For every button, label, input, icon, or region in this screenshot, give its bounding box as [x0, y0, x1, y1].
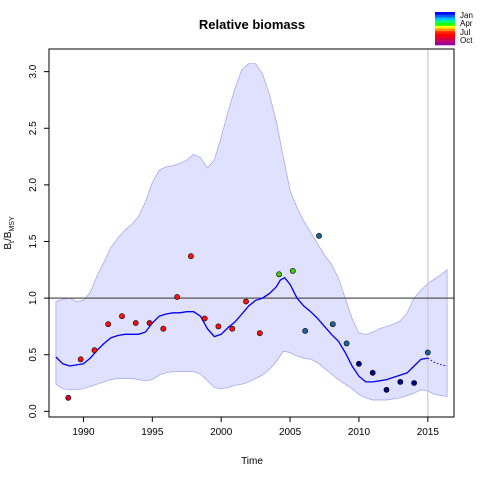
legend-color-swatch — [435, 28, 455, 32]
data-point — [132, 320, 139, 326]
confidence-band — [55, 63, 448, 401]
plot-area — [49, 49, 454, 417]
data-point — [369, 369, 376, 376]
y-tick-label: 0.0 — [28, 404, 39, 418]
data-point — [397, 378, 404, 385]
y-tick-label: 3.0 — [28, 64, 39, 78]
legend-color-swatch — [435, 31, 455, 35]
legend-label-jul: Jul — [460, 28, 470, 37]
data-point — [77, 356, 84, 363]
y-tick-label: 1.5 — [28, 234, 39, 248]
data-point — [243, 298, 249, 305]
data-point — [256, 330, 263, 337]
data-point — [355, 360, 362, 367]
data-point — [424, 349, 431, 356]
y-axis-label-b: B — [3, 243, 14, 250]
y-axis-label-sub-t: t — [9, 241, 16, 243]
y-tick-label: 2.0 — [28, 178, 39, 192]
legend-color-swatch — [435, 42, 455, 46]
data-point — [105, 321, 112, 328]
x-tick-label: 2005 — [279, 427, 302, 438]
data-point — [302, 327, 309, 334]
data-point — [201, 315, 208, 322]
data-point — [276, 271, 282, 278]
legend-label-jan: Jan — [460, 11, 473, 20]
x-axis-label: Time — [241, 456, 263, 467]
legend-color-swatch — [435, 39, 455, 43]
data-point — [316, 232, 322, 239]
y-axis-label: Bt/BMSY — [3, 216, 16, 250]
legend-color-swatch — [435, 17, 455, 21]
legend-color-swatch — [435, 14, 455, 18]
x-tick-label: 2015 — [417, 427, 440, 438]
data-point — [119, 313, 125, 320]
chart-title: Relative biomass — [199, 17, 305, 32]
data-point — [329, 321, 336, 328]
legend-color-swatch — [435, 12, 455, 16]
y-tick-label: 2.5 — [28, 121, 39, 135]
data-point — [187, 253, 194, 260]
x-tick-label: 2000 — [210, 427, 233, 438]
x-tick-label: 1995 — [141, 427, 164, 438]
median-biomass-line — [55, 276, 428, 383]
legend-color-swatch — [435, 25, 455, 29]
y-tick-label: 1.0 — [28, 291, 39, 305]
legend-label-apr: Apr — [460, 19, 473, 28]
legend-color-swatch — [435, 20, 455, 24]
data-point — [91, 347, 98, 354]
y-axis-label-sub-msy: MSY — [9, 216, 16, 232]
x-tick-label: 1990 — [72, 427, 95, 438]
data-point — [174, 294, 180, 300]
data-point — [343, 340, 350, 347]
data-point — [160, 325, 167, 332]
legend-color-swatch — [435, 36, 455, 40]
legend-color-swatch — [435, 23, 455, 27]
plot-frame — [48, 48, 455, 418]
y-axis: 0.0 0.5 1.0 1.5 2.0 2.5 3.0 — [28, 64, 49, 418]
x-axis: 1990 1995 2000 2005 2010 2015 — [72, 417, 439, 438]
data-point — [289, 267, 296, 274]
data-point — [383, 386, 390, 393]
data-point — [215, 323, 222, 330]
data-point — [229, 325, 236, 332]
data-point — [65, 394, 72, 401]
y-tick-label: 0.5 — [28, 347, 39, 361]
data-point — [411, 380, 417, 386]
legend: Jan Apr Jul Oct — [435, 11, 473, 46]
data-point — [146, 320, 153, 326]
legend-swatches — [435, 12, 455, 46]
forecast-line — [427, 357, 448, 367]
y-axis-label-div: /B — [3, 231, 14, 241]
legend-label-oct: Oct — [460, 36, 473, 45]
legend-color-swatch — [435, 34, 455, 38]
x-tick-label: 2010 — [348, 427, 371, 438]
